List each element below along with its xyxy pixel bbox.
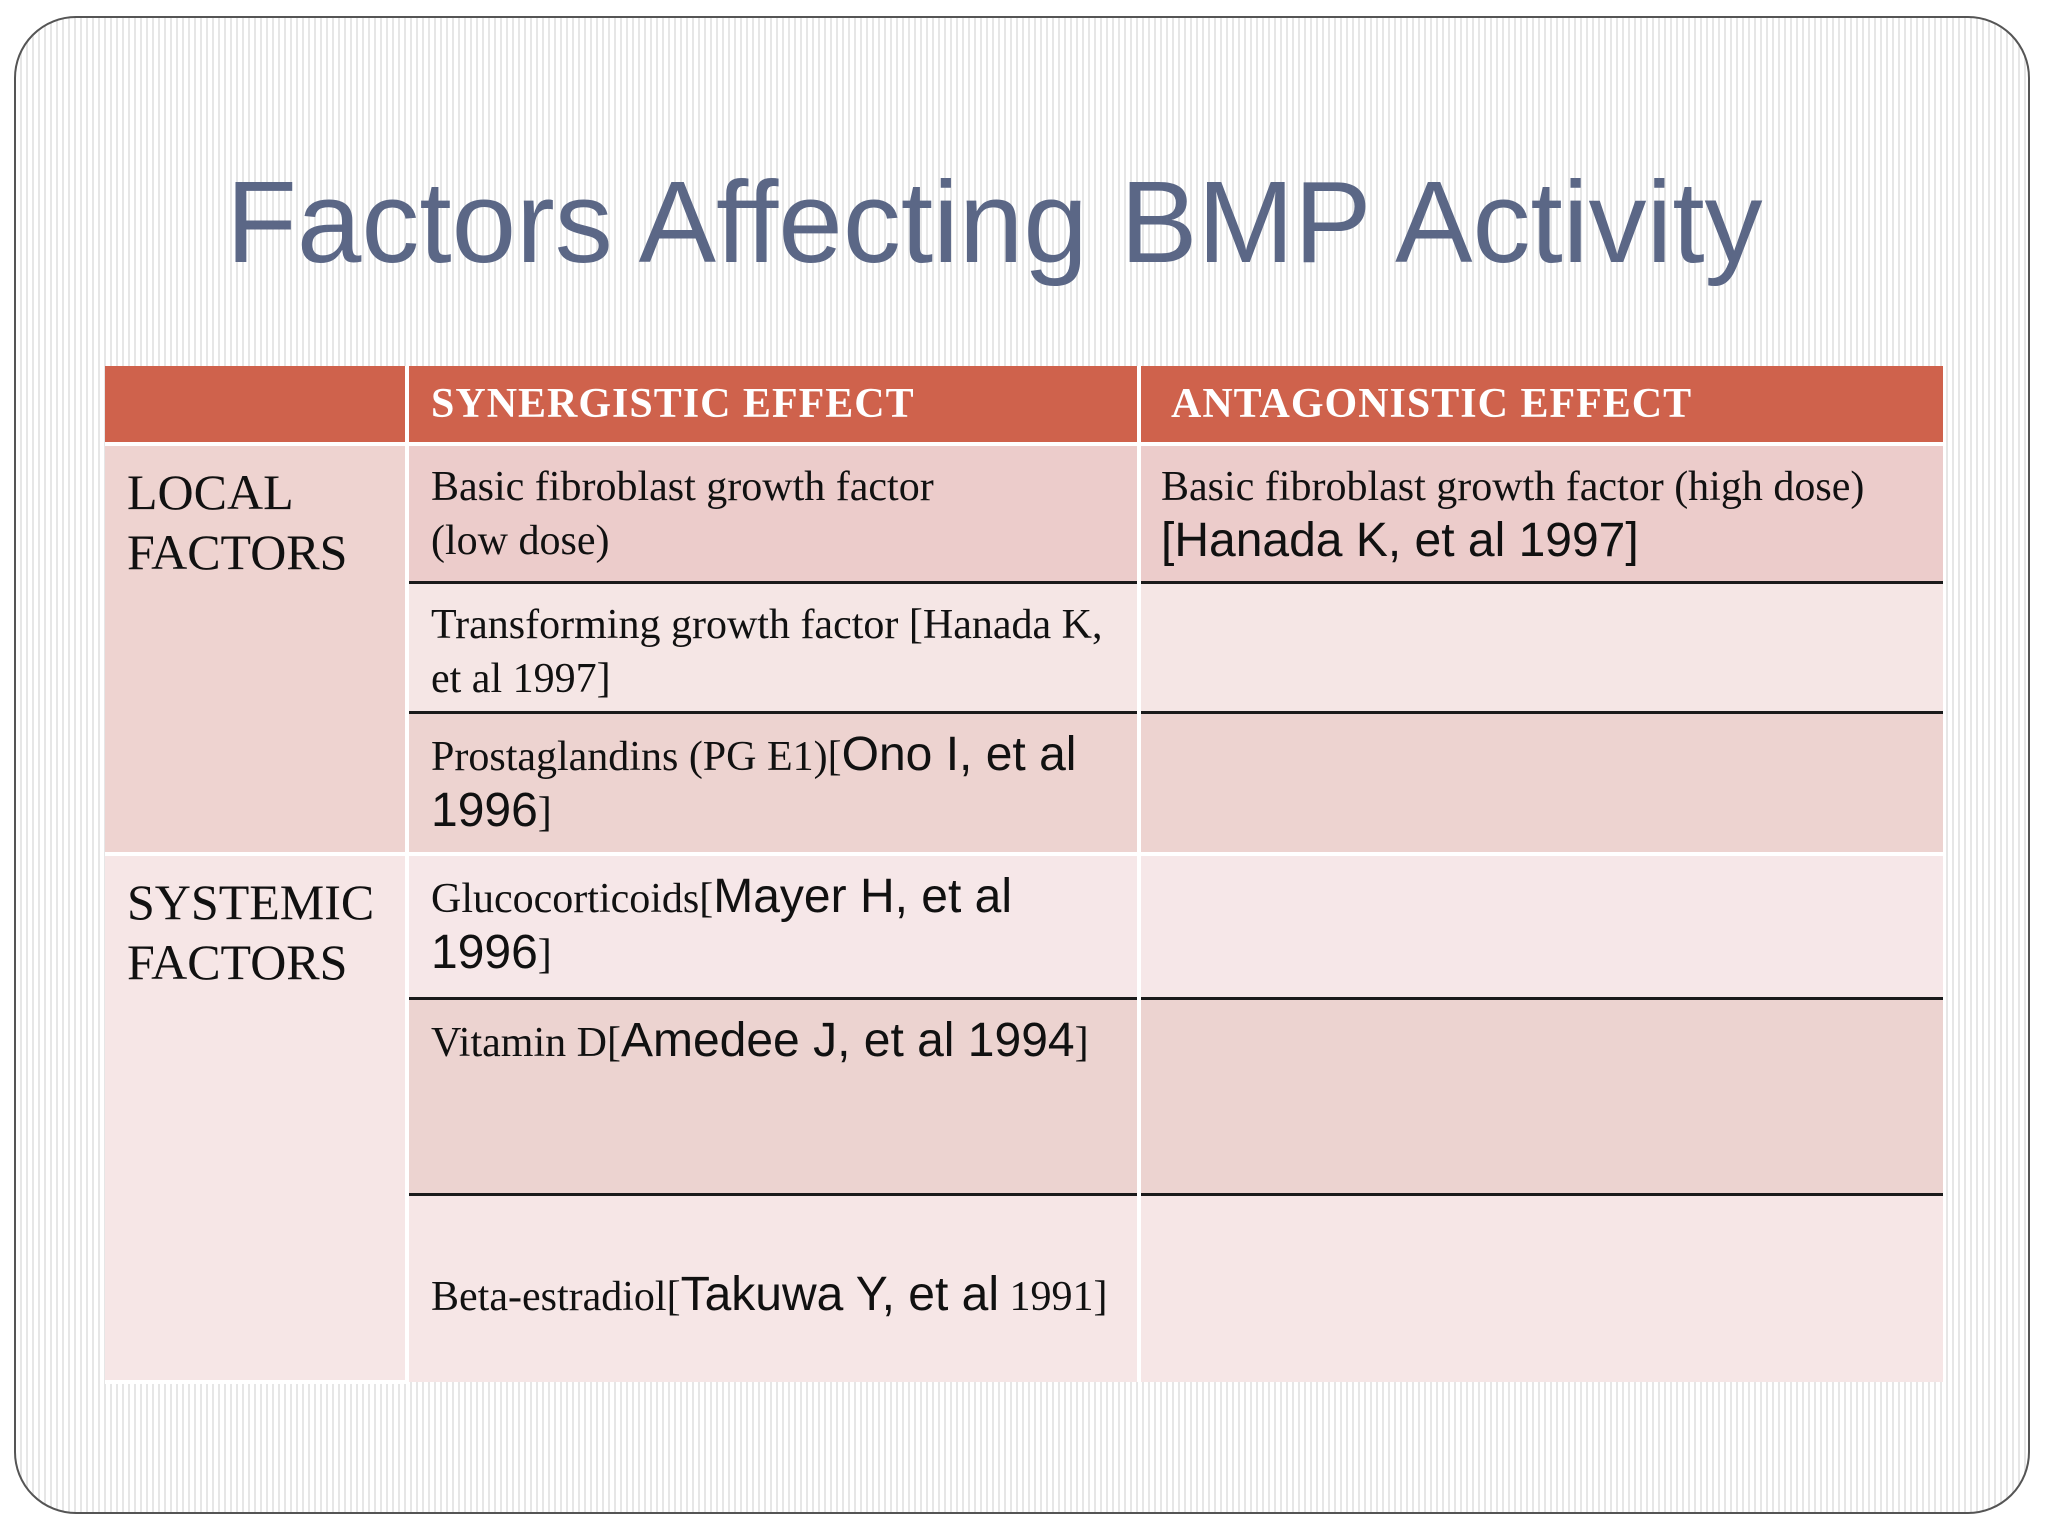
citation: Mayer H, et al 1996: [431, 870, 1013, 979]
header-cell-empty: [105, 366, 409, 446]
local-factors-label: LOCAL FACTORS: [105, 444, 409, 856]
antagonistic-cell: [1139, 712, 1943, 856]
antagonistic-cell: [1139, 998, 1943, 1196]
table-row: Prostaglandins (PG E1)[Ono I, et al 1996…: [105, 712, 1943, 856]
table-row: Beta-estradiol[Takuwa Y, et al 1991]: [105, 1194, 1943, 1382]
slide-title: Factors Affecting BMP Activity: [226, 157, 1763, 287]
systemic-factors-label: SYSTEMIC FACTORS: [105, 854, 409, 1384]
synergistic-cell: Glucocorticoids[Mayer H, et al 1996]: [407, 854, 1141, 1000]
synergistic-cell: Basic fibroblast growth factor (low dose): [407, 444, 1141, 584]
synergistic-cell: Beta-estradiol[Takuwa Y, et al 1991]: [407, 1194, 1141, 1382]
antagonistic-cell: [1139, 854, 1943, 1000]
antagonistic-cell: Basic fibroblast growth factor (high dos…: [1139, 444, 1943, 584]
header-cell-synergistic: SYNERGISTIC EFFECT: [407, 366, 1141, 446]
factors-table: SYNERGISTIC EFFECT ANTAGONISTIC EFFECT L…: [105, 366, 1943, 1384]
table-row: Transforming growth factor [Hanada K, et…: [105, 582, 1943, 714]
citation: Amedee J, et al 1994: [620, 1013, 1075, 1067]
synergistic-cell: Prostaglandins (PG E1)[Ono I, et al 1996…: [407, 712, 1141, 856]
table-row: SYSTEMIC FACTORS Glucocorticoids[Mayer H,…: [105, 854, 1943, 1384]
synergistic-cell: Vitamin D[Amedee J, et al 1994]: [407, 998, 1141, 1196]
citation: [Hanada K, et al 1997]: [1161, 514, 1639, 567]
citation: Takuwa Y, et al: [680, 1267, 1000, 1321]
antagonistic-cell: [1139, 1194, 1943, 1382]
table-header-row: SYNERGISTIC EFFECT ANTAGONISTIC EFFECT: [105, 366, 1943, 446]
synergistic-cell: Transforming growth factor [Hanada K, et…: [407, 582, 1141, 714]
table-row: Vitamin D[Amedee J, et al 1994]: [105, 998, 1943, 1196]
antagonistic-cell: [1139, 582, 1943, 714]
header-cell-antagonistic: ANTAGONISTIC EFFECT: [1139, 366, 1943, 446]
table-row: LOCAL FACTORS Basic fibroblast growth fac…: [105, 444, 1943, 856]
citation: Ono I, et al 1996: [431, 727, 1077, 837]
